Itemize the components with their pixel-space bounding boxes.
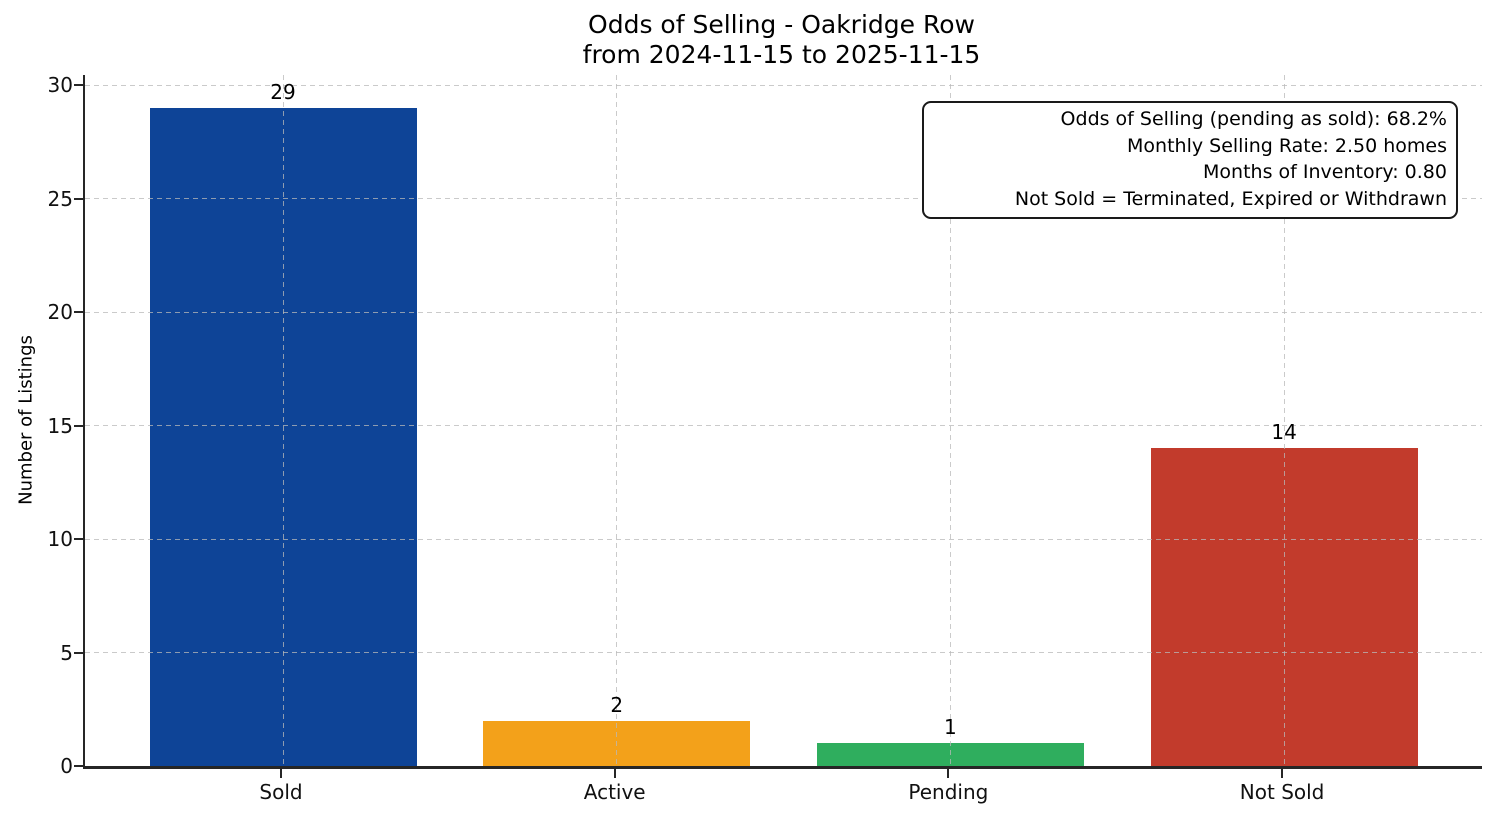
y-tick bbox=[74, 311, 83, 314]
y-tick bbox=[74, 197, 83, 200]
x-tick-label: Active bbox=[583, 780, 646, 804]
chart-title: Odds of Selling - Oakridge Row from 2024… bbox=[83, 10, 1480, 70]
gridline-horizontal bbox=[85, 198, 1482, 200]
y-tick-label: 5 bbox=[60, 640, 73, 665]
x-tick-label: Pending bbox=[908, 780, 989, 804]
y-tick-label: 25 bbox=[47, 186, 73, 211]
chart-title-line2: from 2024-11-15 to 2025-11-15 bbox=[582, 40, 981, 69]
annotation-monthly-selling-rate: Monthly Selling Rate: 2.50 homes bbox=[1127, 134, 1447, 157]
y-tick-label: 20 bbox=[47, 300, 73, 325]
y-tick bbox=[74, 538, 83, 541]
bar-value-label: 14 bbox=[1271, 420, 1297, 445]
y-tick bbox=[74, 424, 83, 427]
x-tick bbox=[947, 769, 950, 778]
annotation-odds-of-selling: Odds of Selling (pending as sold): 68.2% bbox=[1060, 108, 1447, 130]
gridline-horizontal bbox=[85, 311, 1482, 313]
y-tick-label: 10 bbox=[47, 527, 73, 552]
gridline-vertical bbox=[949, 75, 951, 766]
bar-value-label: 1 bbox=[944, 715, 957, 740]
x-tick-label: Sold bbox=[259, 780, 303, 804]
annotation-months-of-inventory: Months of Inventory: 0.80 bbox=[1203, 161, 1447, 183]
gridline-vertical bbox=[1283, 75, 1285, 766]
gridline-vertical bbox=[616, 75, 618, 766]
gridline-horizontal bbox=[85, 84, 1482, 86]
plot-area: 29 2 1 14 bbox=[83, 75, 1482, 769]
gridline-vertical bbox=[282, 75, 284, 766]
y-tick-label: 0 bbox=[60, 754, 73, 778]
gridline-horizontal bbox=[85, 538, 1482, 540]
y-tick bbox=[74, 651, 83, 654]
y-tick bbox=[74, 84, 83, 87]
y-tick-label: 30 bbox=[47, 73, 73, 98]
y-tick-label: 15 bbox=[47, 413, 73, 438]
x-tick bbox=[1281, 769, 1284, 778]
x-tick bbox=[613, 769, 616, 778]
gridline-horizontal bbox=[85, 425, 1482, 427]
gridline-horizontal bbox=[85, 652, 1482, 654]
x-tick bbox=[280, 769, 282, 778]
annotation-not-sold-definition: Not Sold = Terminated, Expired or Withdr… bbox=[1014, 187, 1447, 210]
y-tick bbox=[74, 765, 83, 767]
chart-title-line1: Odds of Selling - Oakridge Row bbox=[588, 10, 975, 39]
bar-value-label: 29 bbox=[270, 79, 296, 104]
stats-annotation-box: Odds of Selling (pending as sold): 68.2%… bbox=[922, 101, 1458, 219]
bar-value-label: 2 bbox=[610, 692, 624, 717]
x-tick-label: Not Sold bbox=[1239, 780, 1325, 804]
